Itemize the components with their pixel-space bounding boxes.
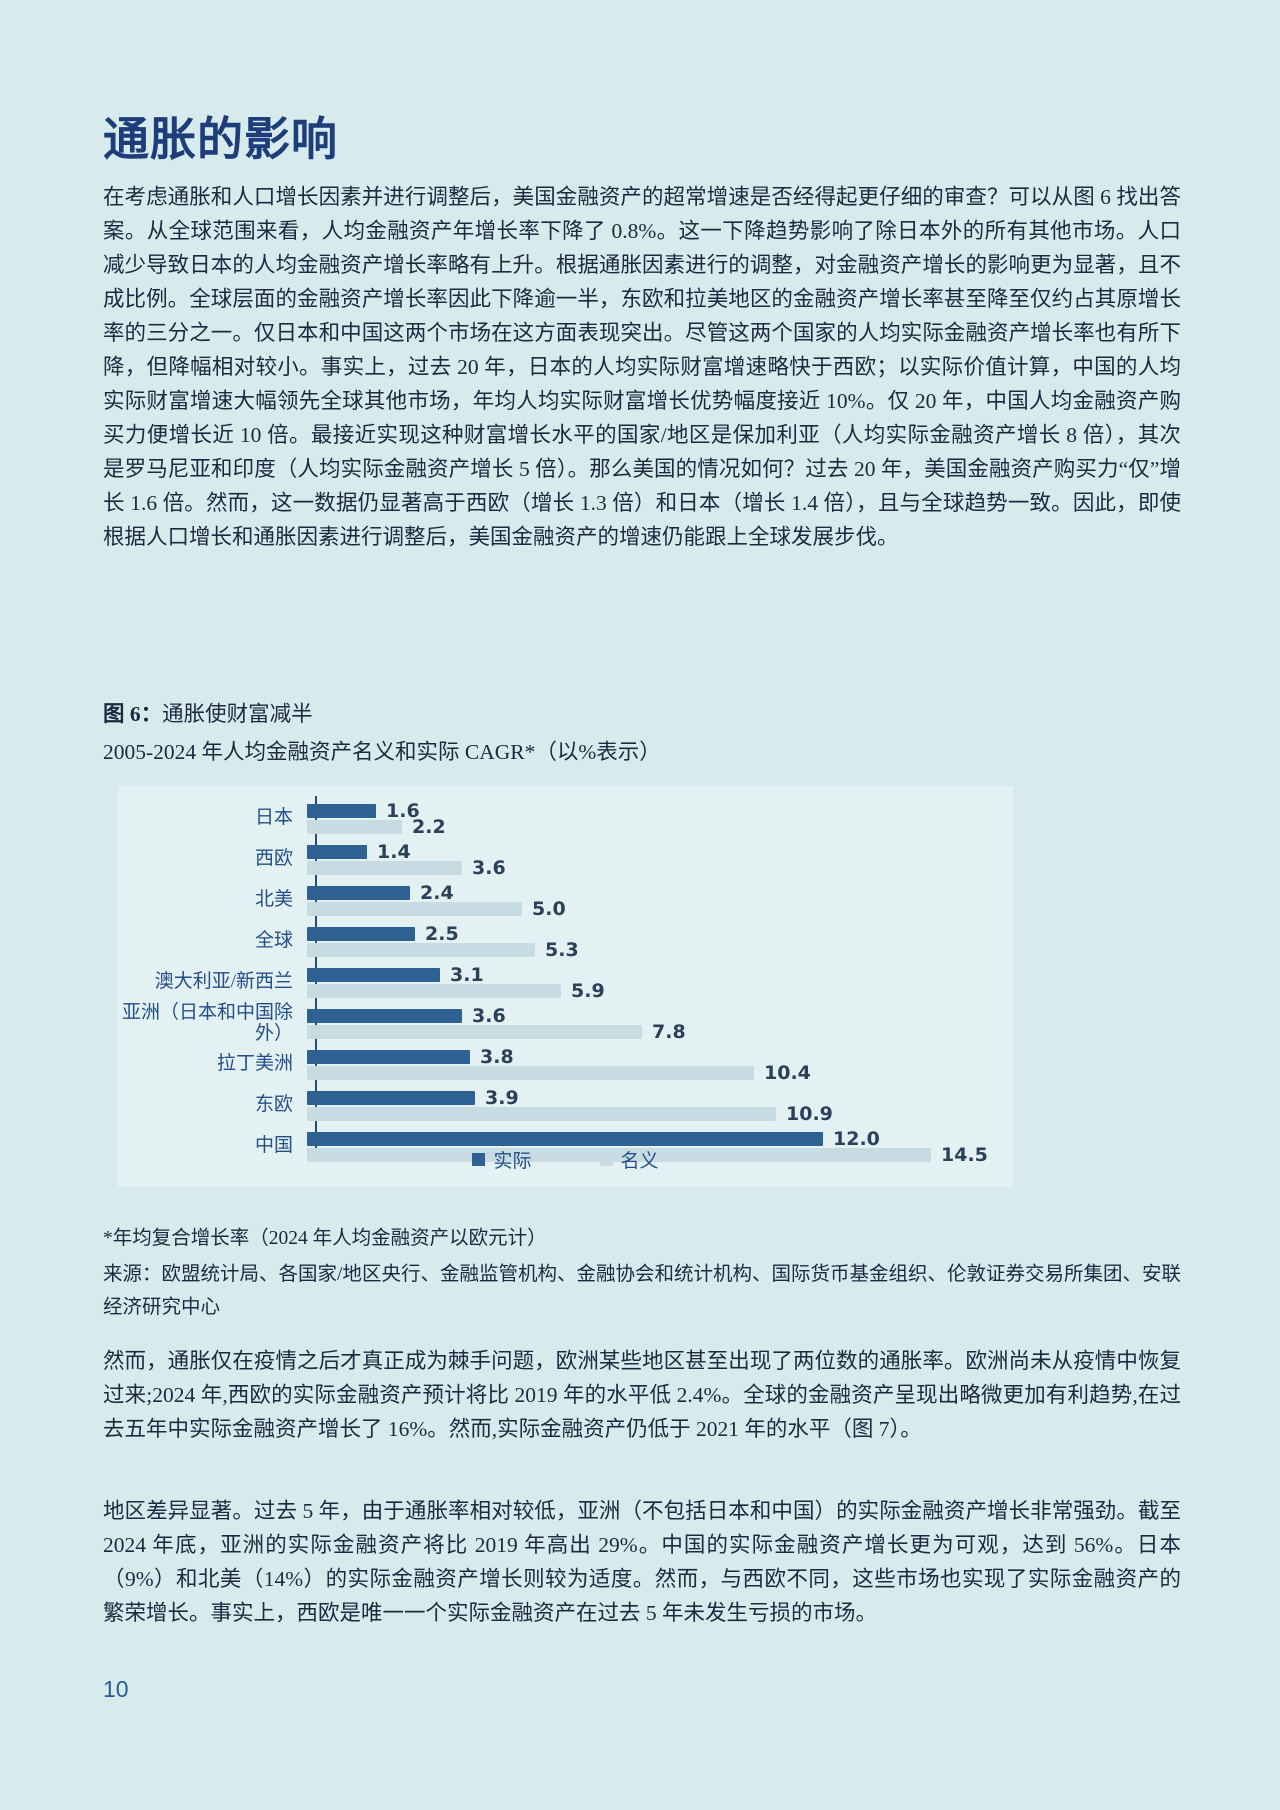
legend-item-real: 实际 (472, 1146, 532, 1173)
figure-subtitle: 2005-2024 年人均金融资产名义和实际 CAGR*（以%表示） (103, 740, 661, 764)
bar-value-label: 3.6 (472, 856, 506, 879)
chart-row: 东欧 3.9 10.9 (118, 1085, 1013, 1126)
legend-label-nominal: 名义 (620, 1151, 659, 1172)
chart-bar-group: 3.9 10.9 (305, 1087, 1013, 1125)
chart-category-label: 西欧 (254, 848, 293, 870)
bar-value-label: 10.4 (764, 1061, 811, 1084)
chart-rows: 日本 1.6 2.2 西欧 1.4 3.6 北美 2.4 5.0 全球 2.5 5.3 澳大利亚/新西兰… (118, 798, 1013, 1167)
legend-label-real: 实际 (493, 1151, 532, 1172)
bar-nominal (307, 1106, 776, 1121)
bar-nominal (307, 860, 462, 875)
figure-source: 来源：欧盟统计局、各国家/地区央行、金融监管机构、金融协会和统计机构、国际货币基… (103, 1264, 1181, 1318)
bar-value-label: 2.4 (420, 881, 454, 904)
figure-caption: 图 6：通胀使财富减半 (103, 697, 313, 728)
bar-real (307, 1049, 470, 1064)
paragraph-inflation: 然而，通胀仅在疫情之后才真正成为棘手问题，欧洲某些地区甚至出现了两位数的通胀率。… (103, 1349, 1181, 1441)
bar-nominal (307, 819, 402, 834)
bar-nominal (307, 983, 561, 998)
bar-value-label: 2.2 (412, 815, 446, 838)
bar-value-label: 3.8 (480, 1045, 514, 1068)
bar-value-label: 3.9 (485, 1086, 519, 1109)
bar-value-label: 7.8 (652, 1020, 686, 1043)
chart-category-label: 北美 (254, 889, 293, 911)
chart-bar-group: 2.5 5.3 (305, 923, 1013, 961)
figure6-bar-chart: 日本 1.6 2.2 西欧 1.4 3.6 北美 2.4 5.0 全球 2.5 5.3 澳大利亚/新西兰… (118, 786, 1013, 1187)
bar-nominal (307, 942, 535, 957)
legend-swatch-real-icon (472, 1153, 486, 1166)
figure-label: 图 6： (103, 702, 163, 726)
chart-category-label: 全球 (254, 930, 293, 952)
bar-value-label: 10.9 (786, 1102, 833, 1125)
bar-nominal (307, 1147, 931, 1162)
chart-bar-group: 3.1 5.9 (305, 964, 1013, 1002)
bar-value-label: 1.6 (386, 799, 420, 822)
bar-real (307, 1090, 475, 1105)
chart-bar-group: 3.6 7.8 (305, 1005, 1013, 1043)
bar-value-label: 12.0 (833, 1127, 880, 1150)
bar-value-label: 3.1 (450, 963, 484, 986)
bar-real (307, 926, 415, 941)
chart-legend: 实际 名义 (118, 1146, 1013, 1173)
bar-real (307, 967, 440, 982)
chart-row: 澳大利亚/新西兰 3.1 5.9 (118, 962, 1013, 1003)
bar-value-label: 14.5 (941, 1143, 988, 1166)
paragraph-regions: 地区差异显著。过去 5 年，由于通胀率相对较低，亚洲（不包括日本和中国）的实际金… (103, 1499, 1181, 1625)
chart-category-label: 澳大利亚/新西兰 (154, 971, 293, 993)
figure-caption-title: 通胀使财富减半 (162, 702, 313, 726)
bar-real (307, 1008, 462, 1023)
bar-value-label: 5.3 (545, 938, 579, 961)
chart-row: 北美 2.4 5.0 (118, 880, 1013, 921)
bar-value-label: 2.5 (425, 922, 459, 945)
chart-bar-group: 2.4 5.0 (305, 882, 1013, 920)
figure-footnote: *年均复合增长率（2024 年人均金融资产以欧元计） (103, 1228, 547, 1249)
page-number: 10 (103, 1676, 129, 1702)
bar-nominal (307, 1024, 642, 1039)
chart-row: 西欧 1.4 3.6 (118, 839, 1013, 880)
bar-value-label: 1.4 (377, 840, 411, 863)
chart-row: 中国 12.0 14.5 (118, 1126, 1013, 1167)
chart-category-label: 中国 (254, 1135, 293, 1157)
legend-swatch-nominal-icon (599, 1153, 613, 1166)
bar-nominal (307, 901, 522, 916)
chart-bar-group: 1.4 3.6 (305, 841, 1013, 879)
chart-row: 拉丁美洲 3.8 10.4 (118, 1044, 1013, 1085)
chart-row: 日本 1.6 2.2 (118, 798, 1013, 839)
bar-real (307, 885, 410, 900)
bar-value-label: 3.6 (472, 1004, 506, 1027)
chart-row: 亚洲（日本和中国除外） 3.6 7.8 (118, 1001, 1013, 1044)
bar-real (307, 1131, 823, 1146)
bar-nominal (307, 1065, 754, 1080)
chart-row: 全球 2.5 5.3 (118, 921, 1013, 962)
chart-category-label: 拉丁美洲 (216, 1053, 293, 1075)
bar-value-label: 5.9 (571, 979, 605, 1002)
paragraph-intro: 在考虑通胀和人口增长因素并进行调整后，美国金融资产的超常增速是否经得起更仔细的审… (103, 185, 1181, 549)
page-title: 通胀的影响 (103, 114, 338, 165)
chart-category-label: 日本 (254, 807, 293, 829)
bar-real (307, 844, 367, 859)
bar-real (307, 803, 376, 818)
chart-category-label: 亚洲（日本和中国除外） (121, 1001, 293, 1044)
chart-bar-group: 1.6 2.2 (305, 800, 1013, 838)
chart-bar-group: 12.0 14.5 (305, 1128, 1013, 1166)
legend-item-nominal: 名义 (599, 1146, 659, 1173)
chart-bar-group: 3.8 10.4 (305, 1046, 1013, 1084)
chart-category-label: 东欧 (254, 1094, 293, 1116)
bar-value-label: 5.0 (532, 897, 566, 920)
